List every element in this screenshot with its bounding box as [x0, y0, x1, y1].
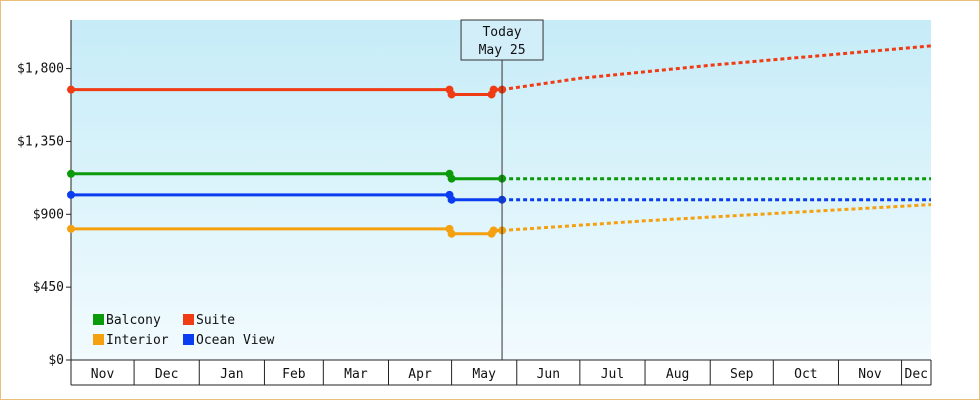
legend-swatch	[93, 314, 104, 325]
series-point	[447, 174, 456, 183]
series-suite	[67, 44, 932, 99]
x-month-label: Dec	[905, 367, 928, 382]
x-month-label: Feb	[282, 367, 306, 382]
legend-item-suite: Suite	[183, 313, 235, 328]
today-marker: Today May 25	[460, 19, 544, 360]
series-point	[489, 226, 498, 235]
x-month-label: Aug	[666, 367, 689, 382]
series-point	[67, 169, 75, 178]
x-month-label: Jun	[537, 367, 560, 382]
legend-swatch	[183, 314, 194, 325]
x-month-label: May	[472, 367, 496, 382]
series-point	[447, 90, 456, 99]
plot-background	[71, 20, 931, 360]
y-tick-label: $1,350	[17, 134, 64, 149]
x-month-label: Nov	[858, 367, 882, 382]
series-forecast-line	[501, 203, 932, 232]
today-date-label: May 25	[479, 43, 526, 58]
legend-swatch	[183, 334, 194, 345]
x-month-label: Dec	[155, 367, 178, 382]
series-point	[67, 85, 75, 94]
x-month-label: Sep	[730, 367, 754, 382]
legend-item-ocean-view: Ocean View	[183, 333, 274, 348]
y-tick-label: $0	[48, 353, 64, 368]
y-tick-label: $900	[33, 207, 64, 222]
x-month-label: Jul	[601, 367, 624, 382]
legend-item-interior: Interior	[93, 333, 169, 348]
x-month-label: Apr	[408, 367, 432, 382]
y-tick-label: $450	[33, 280, 64, 295]
legend-swatch	[93, 334, 104, 345]
series-point	[489, 85, 498, 94]
y-tick-label: $1,800	[17, 62, 64, 77]
series-layer	[67, 44, 932, 238]
series-point	[67, 190, 75, 199]
series-point	[447, 229, 456, 238]
legend-item-balcony: Balcony	[93, 313, 161, 328]
legend-label: Interior	[106, 333, 169, 348]
x-month-label: Nov	[91, 367, 115, 382]
today-label: Today	[482, 25, 521, 40]
legend-label: Balcony	[106, 313, 161, 328]
x-month-label: Jan	[220, 367, 243, 382]
legend-label: Suite	[196, 313, 235, 328]
today-box	[460, 19, 544, 61]
y-axis: $0 $450 $900 $1,350 $1,800	[17, 20, 72, 368]
series-balcony	[67, 169, 931, 183]
series-point	[447, 195, 456, 204]
series-interior	[67, 203, 932, 238]
series-point	[67, 224, 75, 233]
legend-label: Ocean View	[196, 333, 274, 348]
x-month-label: Mar	[344, 367, 368, 382]
legend: Balcony Suite Interior Ocean View	[93, 313, 274, 348]
x-axis: Nov Dec Jan Feb Mar Apr May Jun Jul Aug Sep Oct Nov D…	[70, 359, 932, 386]
x-month-label: Oct	[794, 367, 817, 382]
